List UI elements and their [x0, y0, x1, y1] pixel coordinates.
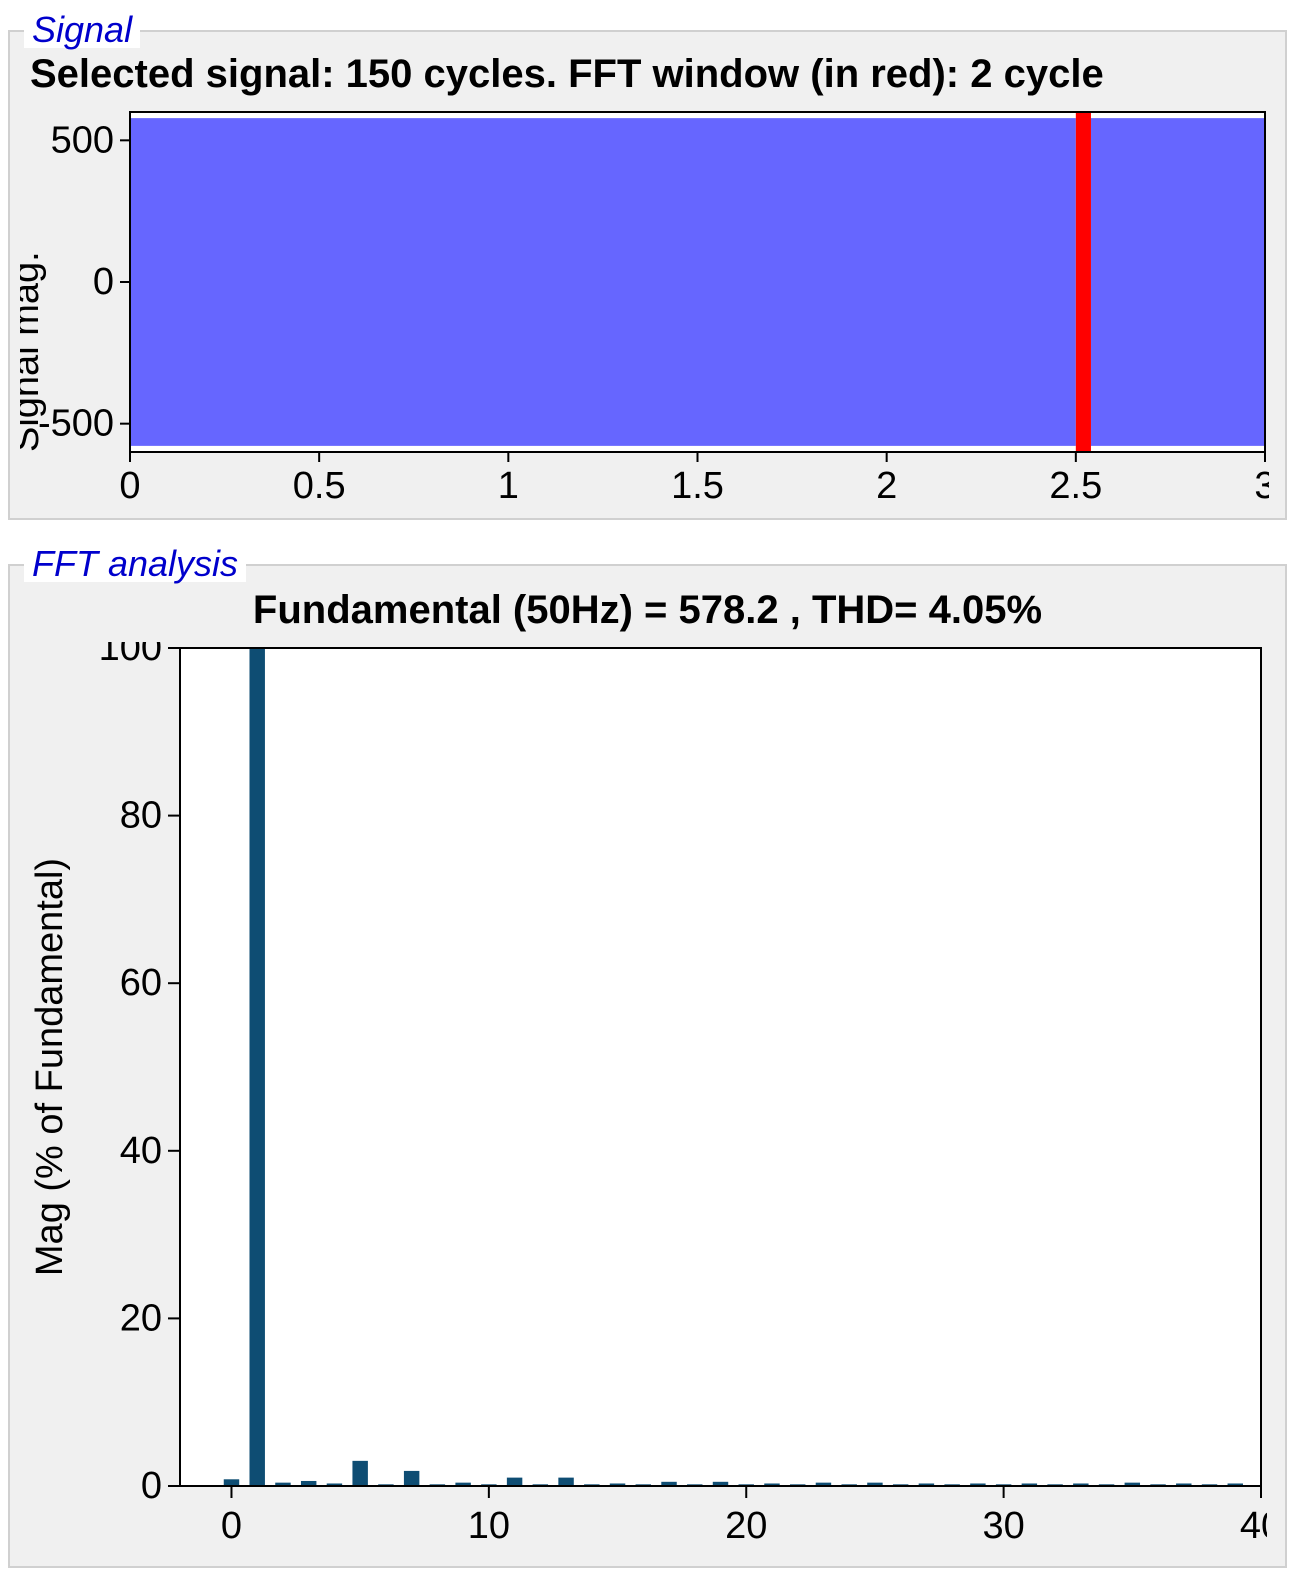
signal-xtick: 0 — [119, 465, 140, 507]
fft-chart-title: Fundamental (50Hz) = 578.2 , THD= 4.05% — [10, 588, 1285, 633]
signal-ytick: -500 — [38, 403, 114, 445]
fft-bar — [224, 1479, 239, 1486]
fft-ytick: 60 — [120, 962, 162, 1004]
fft-xtick: 40 — [1240, 1505, 1267, 1547]
signal-chart-title: Selected signal: 150 cycles. FFT window … — [30, 52, 1275, 97]
fft-xtick: 0 — [221, 1505, 242, 1547]
fft-plot: 0 10 20 30 40 0 20 40 60 80 100 Mag (% of Fundament… — [20, 642, 1267, 1556]
fft-ytick: 100 — [99, 642, 162, 669]
fft-panel-legend: FFT analysis — [24, 546, 246, 582]
fft-ytick: 0 — [141, 1465, 162, 1507]
fft-ytick: 80 — [120, 795, 162, 837]
fft-ylabel: Mag (% of Fundamental) — [29, 858, 71, 1276]
fft-window-marker — [1076, 112, 1091, 452]
page: Signal Selected signal: 150 cycles. FFT … — [0, 0, 1295, 1591]
fft-ytick: 40 — [120, 1130, 162, 1172]
signal-xtick: 0.5 — [293, 465, 346, 507]
signal-xtick: 2 — [876, 465, 897, 507]
fft-panel: FFT analysis Fundamental (50Hz) = 578.2 … — [8, 564, 1287, 1568]
signal-xtick: 3 — [1254, 465, 1269, 507]
fft-xtick: 10 — [468, 1505, 510, 1547]
fft-xtick: 20 — [725, 1505, 767, 1547]
fft-bar — [404, 1471, 419, 1486]
fft-bar — [507, 1478, 522, 1486]
fft-bar — [558, 1478, 573, 1486]
signal-plot: Signal mag.00.511.522.53-5000500 — [20, 108, 1269, 508]
signal-panel-legend: Signal — [24, 12, 140, 48]
fft-bar — [249, 648, 264, 1486]
fft-ytick: 20 — [120, 1297, 162, 1339]
signal-xtick: 1 — [498, 465, 519, 507]
signal-xtick: 2.5 — [1049, 465, 1102, 507]
signal-ytick: 500 — [51, 119, 114, 161]
signal-panel: Signal Selected signal: 150 cycles. FFT … — [8, 30, 1287, 520]
fft-xtick: 30 — [982, 1505, 1024, 1547]
signal-ytick: 0 — [93, 261, 114, 303]
fft-bar — [352, 1461, 367, 1486]
signal-xtick: 1.5 — [671, 465, 724, 507]
